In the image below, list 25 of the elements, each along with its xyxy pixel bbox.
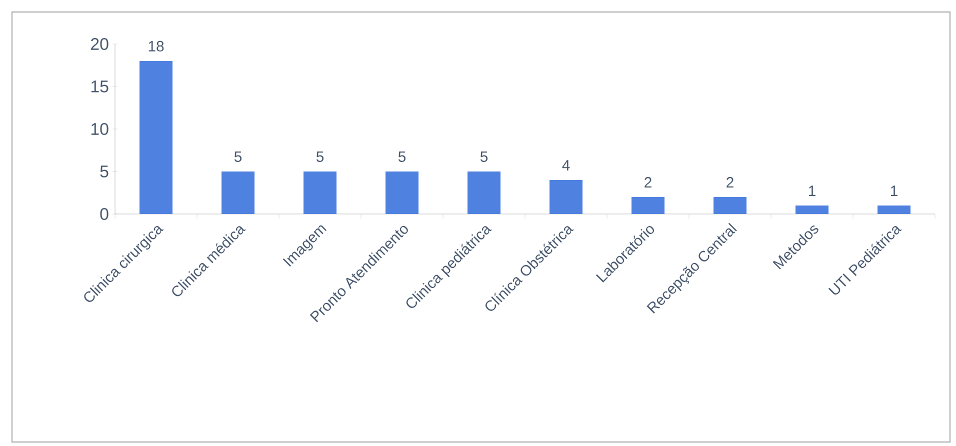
data-label: 4 <box>562 160 570 170</box>
bar <box>222 171 255 214</box>
data-label: 5 <box>398 152 406 162</box>
y-tick-label: 10 <box>91 122 108 135</box>
bar <box>632 196 665 214</box>
bar <box>878 205 911 214</box>
bar <box>304 171 337 214</box>
data-label: 5 <box>480 152 488 162</box>
bar <box>386 171 419 214</box>
data-label: 18 <box>148 40 164 52</box>
data-label: 1 <box>808 186 816 196</box>
bar <box>468 171 501 214</box>
data-label: 2 <box>644 177 652 188</box>
data-label: 2 <box>726 177 734 188</box>
y-tick-label: 15 <box>91 80 108 92</box>
data-label: 1 <box>890 186 898 196</box>
data-label: 5 <box>234 152 242 162</box>
bar <box>550 180 583 214</box>
y-tick-label: 20 <box>91 38 108 50</box>
bar <box>796 205 829 214</box>
data-label: 5 <box>316 152 324 162</box>
y-tick-label: 5 <box>100 166 108 178</box>
y-tick-label: 0 <box>100 208 108 220</box>
bar <box>140 60 173 214</box>
bar <box>714 196 747 214</box>
